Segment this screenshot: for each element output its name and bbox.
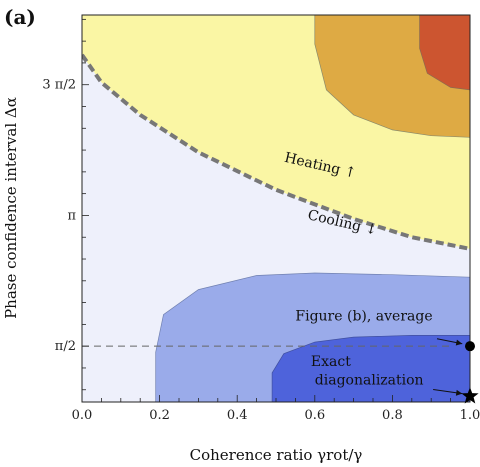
x-axis-title: Coherence ratio γrot/γ <box>190 446 363 464</box>
annotation-exact-1: Exact <box>311 354 351 370</box>
y-tick-label: 3 π/2 <box>42 78 76 93</box>
marker-average <box>465 341 475 351</box>
y-axis-title: Phase confidence interval Δα <box>2 97 20 319</box>
plot-area <box>82 15 470 402</box>
x-tick-label: 1.0 <box>460 408 480 423</box>
x-tick-label: 0.8 <box>382 408 403 423</box>
panel-label: (a) <box>4 5 36 29</box>
annotation-average: Figure (b), average <box>295 308 432 324</box>
x-tick-label: 0.2 <box>149 408 170 423</box>
x-tick-label: 0.6 <box>304 408 325 423</box>
x-tick-label: 0.4 <box>227 408 248 423</box>
y-tick-label: π <box>67 208 76 223</box>
x-tick-label: 0.0 <box>72 408 93 423</box>
annotation-exact-2: diagonalization <box>315 373 424 389</box>
y-tick-label: π/2 <box>55 339 76 354</box>
